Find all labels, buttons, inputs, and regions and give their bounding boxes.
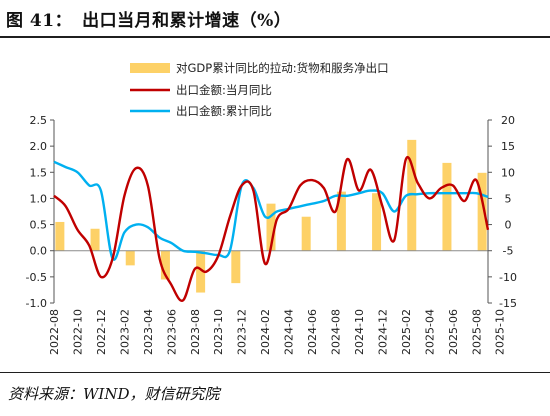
bar-9 [372,193,382,251]
cumulative-yoy-line [53,160,489,261]
export-growth-chart: -1.0 -0.5 0.0 0.5 1.0 1.5 2.0 2.5 -15 -10 -5 0 5 10 15… [26,61,517,355]
x-tick-label-2: 2022-12 [95,309,108,355]
left-tick-label-7: 2.5 [30,114,48,127]
right-tick-label-6: 15 [501,140,515,153]
bar-11 [442,162,452,251]
x-tick-label-11: 2024-06 [306,309,319,355]
x-tick-label-17: 2025-06 [447,309,460,355]
x-tick-label-13: 2024-10 [353,309,366,355]
source-note: 资料来源：WIND，财信研究院 [8,385,220,403]
right-tick-label-3: 0 [505,219,512,232]
right-tick-label-4: 5 [505,192,512,205]
legend-swatch-bar [130,63,170,73]
x-tick-label-8: 2023-12 [236,309,249,355]
x-tick-label-19: 2025-10 [494,309,507,355]
bar-12 [477,172,487,251]
title-bar: 图 41： 出口当月和累计增速（%） [0,0,550,38]
legend-label-bar: 对GDP累计同比的拉动:货物和服务净出口 [176,61,389,75]
x-tick-label-15: 2025-02 [400,309,413,355]
right-tick-label-2: -5 [503,245,514,258]
x-tick-label-0: 2022-08 [48,309,61,355]
x-tick-label-5: 2023-06 [165,309,178,355]
legend-label-cumulative: 出口金额:累计同比 [176,104,272,118]
bar-2 [125,250,135,266]
figure-title-text: 出口当月和累计增速（%） [82,11,292,31]
bar-7 [301,216,311,251]
bar-3 [160,250,170,280]
bar-0 [55,221,65,251]
right-tick-label-7: 20 [501,114,515,127]
monthly-yoy-line [53,155,490,302]
x-tick-label-12: 2024-08 [330,309,343,355]
left-tick-label-1: -0.5 [26,271,47,284]
x-tick-label-18: 2025-08 [470,309,483,355]
x-tick-label-6: 2023-08 [189,309,202,355]
left-tick-label-6: 2.0 [30,140,48,153]
bar-6 [266,203,276,251]
x-tick-label-3: 2023-02 [118,309,131,355]
figure-number: 图 41： [6,11,73,31]
right-tick-label-1: -10 [499,271,517,284]
bar-8 [336,191,346,251]
bar-1 [90,228,100,251]
x-tick-label-10: 2024-04 [283,309,296,355]
left-tick-label-0: -1.0 [26,297,47,310]
legend-label-monthly: 出口金额:当月同比 [176,83,272,97]
left-tick-label-2: 0.0 [30,245,48,258]
bar-5 [231,250,241,284]
x-tick-label-16: 2025-04 [423,309,436,355]
left-tick-label-5: 1.5 [30,166,48,179]
right-tick-label-0: -15 [499,297,517,310]
x-tick-label-4: 2023-04 [142,309,155,355]
left-tick-label-3: 0.5 [30,219,48,232]
x-tick-label-7: 2023-10 [212,309,225,355]
x-tick-label-1: 2022-10 [71,309,84,355]
bar-4 [196,250,206,293]
right-tick-label-5: 10 [501,166,515,179]
left-tick-label-4: 1.0 [30,192,48,205]
x-tick-label-9: 2024-02 [259,309,272,355]
figure-title: 图 41： 出口当月和累计增速（%） [6,6,291,31]
source-bar: 资料来源：WIND，财信研究院 [0,372,550,416]
x-tick-label-14: 2024-12 [376,309,389,355]
